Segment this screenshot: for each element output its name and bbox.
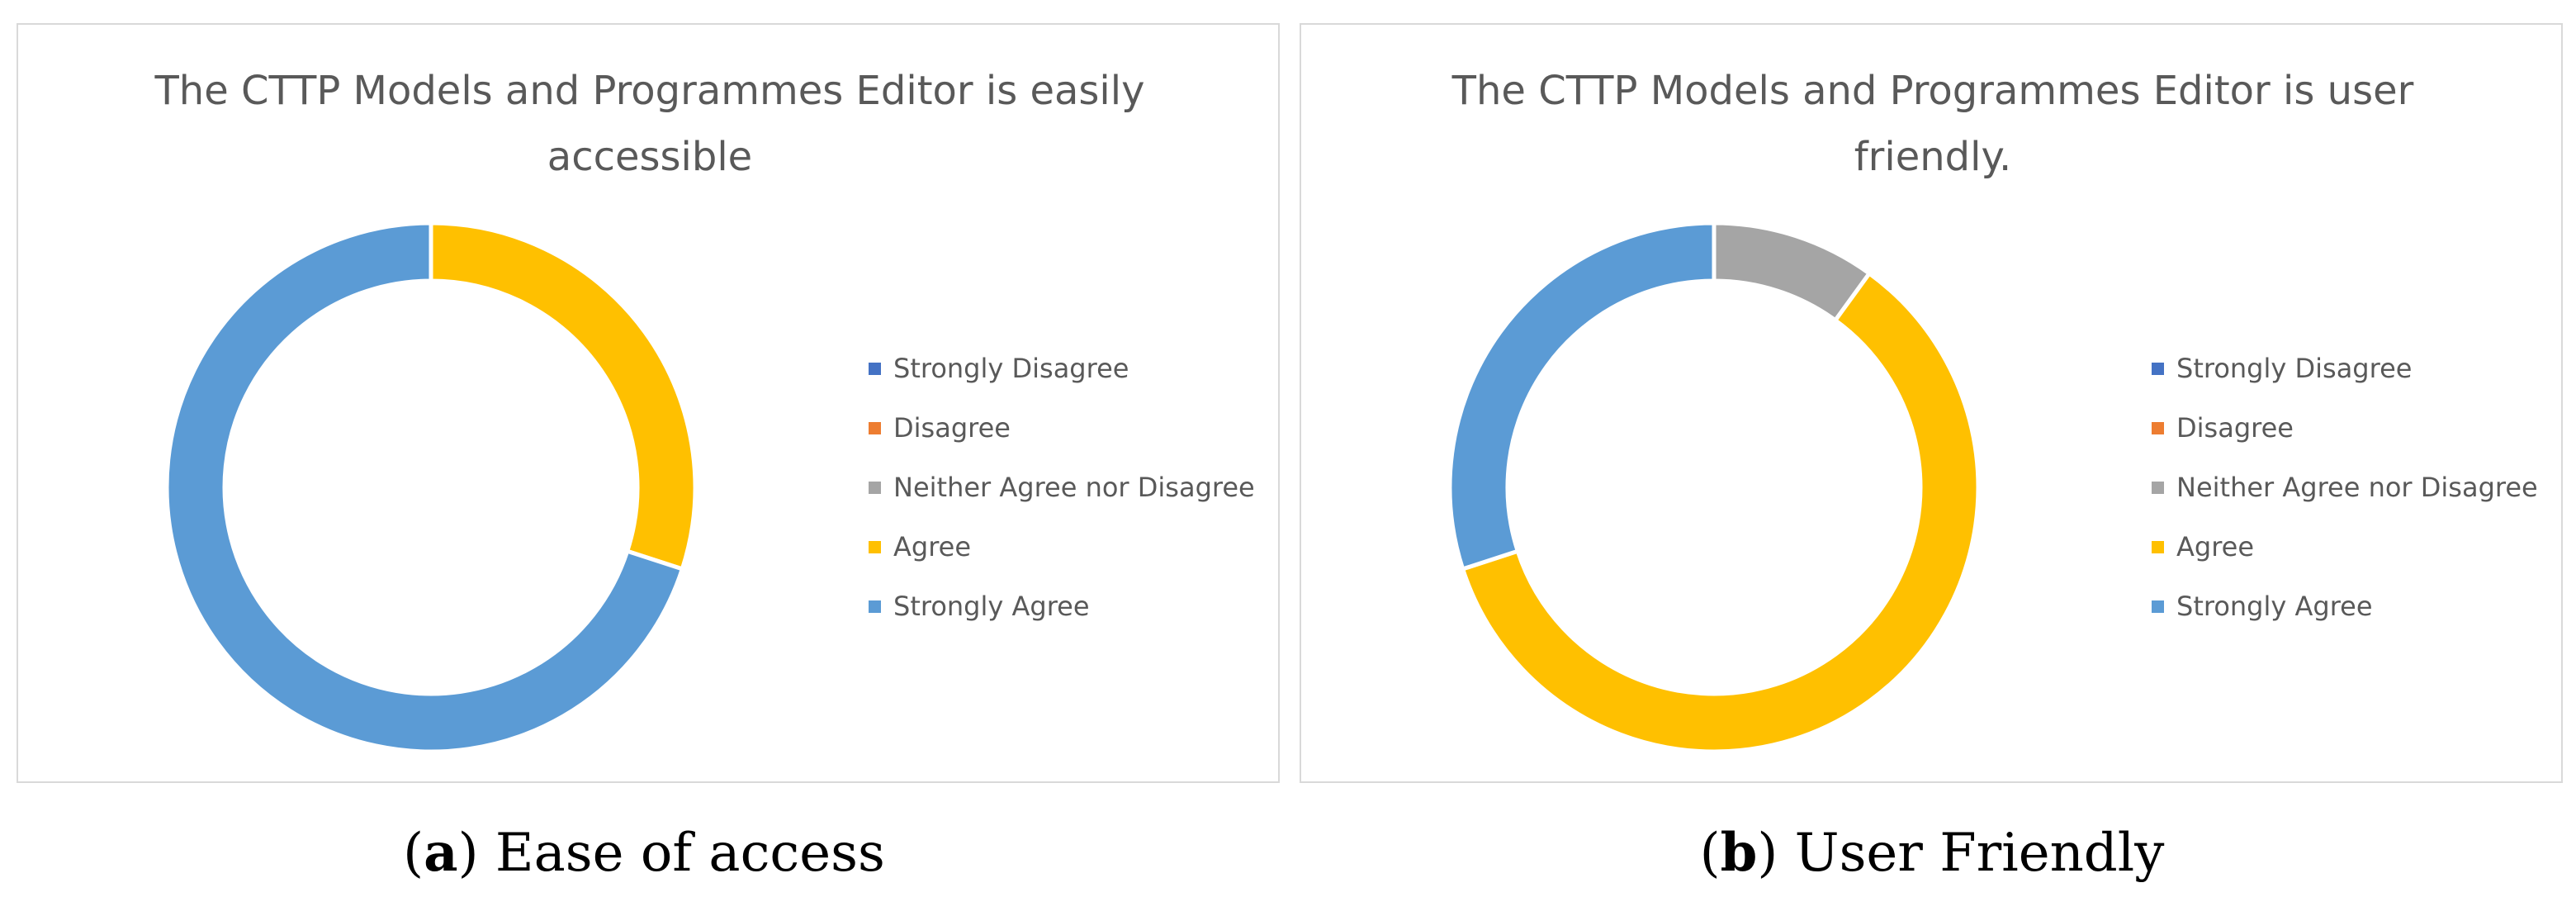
legend-label: Strongly Disagree bbox=[893, 353, 1129, 384]
caption-a: (a) Ease of access bbox=[403, 822, 885, 884]
legend-item-strongly-disagree: Strongly Disagree bbox=[2152, 339, 2538, 398]
caption-letter: b bbox=[1720, 822, 1758, 884]
legend-swatch bbox=[869, 422, 881, 434]
legend-label: Disagree bbox=[893, 412, 1011, 444]
legend-swatch bbox=[2152, 422, 2164, 434]
legend-item-strongly-agree: Strongly Agree bbox=[2152, 577, 2538, 636]
legend-item-strongly-disagree: Strongly Disagree bbox=[869, 339, 1255, 398]
donut-slice-strongly-agree bbox=[1447, 221, 1717, 572]
legend-swatch bbox=[2152, 541, 2164, 553]
legend-item-strongly-agree: Strongly Agree bbox=[869, 577, 1255, 636]
caption-text: Ease of access bbox=[495, 823, 885, 884]
legend-item-disagree: Disagree bbox=[2152, 398, 2538, 458]
legend-label: Strongly Agree bbox=[2176, 591, 2373, 622]
chart-title: The CTTP Models and Programmes Editor is… bbox=[1451, 68, 2414, 180]
legend-swatch bbox=[869, 482, 881, 494]
legend-swatch bbox=[2152, 482, 2164, 494]
legend-item-agree: Agree bbox=[869, 517, 1255, 577]
chart-panel-b: The CTTP Models and Programmes Editor is… bbox=[1300, 23, 2563, 783]
legend-label: Strongly Disagree bbox=[2176, 353, 2413, 384]
legend-label: Strongly Agree bbox=[893, 591, 1090, 622]
legend-label: Agree bbox=[893, 531, 972, 562]
legend-a: Strongly Disagree Disagree Neither Agree… bbox=[869, 339, 1255, 636]
chart-title: The CTTP Models and Programmes Editor is… bbox=[154, 68, 1145, 180]
legend-item-neither: Neither Agree nor Disagree bbox=[869, 458, 1255, 517]
legend-swatch bbox=[869, 600, 881, 613]
caption-text: User Friendly bbox=[1794, 823, 2165, 884]
donut-chart-b bbox=[1447, 221, 1981, 754]
donut-slice-agree bbox=[429, 221, 698, 572]
donut-slice-agree bbox=[1460, 270, 1981, 754]
legend-label: Neither Agree nor Disagree bbox=[2176, 472, 2538, 503]
legend-swatch bbox=[869, 363, 881, 375]
donut-chart-a bbox=[164, 221, 698, 754]
chart-panel-a: The CTTP Models and Programmes Editor is… bbox=[17, 23, 1280, 783]
caption-b: (b) User Friendly bbox=[1699, 822, 2165, 884]
legend-swatch bbox=[2152, 600, 2164, 613]
legend-item-neither: Neither Agree nor Disagree bbox=[2152, 458, 2538, 517]
legend-b: Strongly Disagree Disagree Neither Agree… bbox=[2152, 339, 2538, 636]
legend-swatch bbox=[2152, 363, 2164, 375]
legend-item-agree: Agree bbox=[2152, 517, 2538, 577]
legend-swatch bbox=[869, 541, 881, 553]
legend-item-disagree: Disagree bbox=[869, 398, 1255, 458]
legend-label: Neither Agree nor Disagree bbox=[893, 472, 1255, 503]
legend-label: Agree bbox=[2176, 531, 2255, 562]
legend-label: Disagree bbox=[2176, 412, 2294, 444]
donut-slice-strongly-agree bbox=[164, 221, 685, 754]
caption-letter: a bbox=[424, 822, 458, 884]
